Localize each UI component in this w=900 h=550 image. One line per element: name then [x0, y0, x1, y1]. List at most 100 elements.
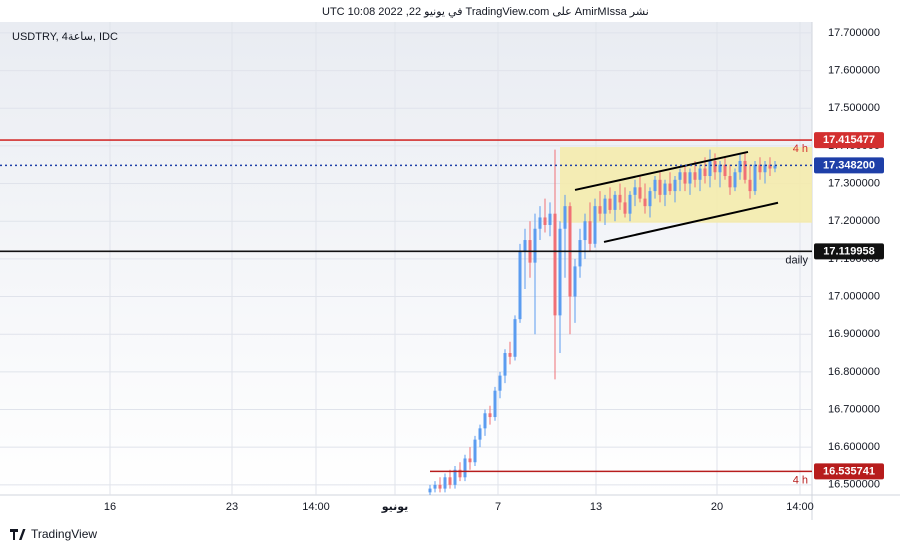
candle-body	[713, 160, 717, 173]
publish-header: نشر AmirMIssa على TradingView.com في يون…	[322, 6, 649, 18]
candle-body	[643, 198, 647, 207]
candle-body	[513, 319, 517, 357]
candle-body	[748, 179, 752, 192]
x-tick-label: 23	[226, 501, 238, 513]
y-tick-label: 17.300000	[828, 177, 880, 189]
candle-body	[708, 160, 712, 177]
candle-body	[628, 194, 632, 214]
y-tick-label: 16.800000	[828, 366, 880, 378]
candle-body	[428, 488, 432, 493]
candle-body	[723, 164, 727, 177]
candle-body	[558, 228, 562, 316]
candle-body	[663, 183, 667, 195]
candle-body	[453, 469, 457, 485]
candle-body	[763, 164, 767, 173]
candle-body	[653, 179, 657, 192]
candle-body	[578, 240, 582, 267]
price-label: 17.415477	[823, 134, 875, 146]
candle-body	[733, 172, 737, 188]
candle-body	[728, 176, 732, 188]
x-tick-label: 14:00	[786, 501, 814, 513]
candle-body	[693, 172, 697, 180]
y-tick-label: 17.600000	[828, 64, 880, 76]
candle-body	[573, 266, 577, 297]
candle-body	[488, 413, 492, 418]
candle-body	[688, 172, 692, 184]
candle-body	[433, 484, 437, 489]
y-tick-label: 16.600000	[828, 441, 880, 453]
price-label: 17.348200	[823, 159, 875, 171]
candle-body	[583, 221, 587, 241]
candle-body	[448, 477, 452, 485]
logo-text: TradingView	[31, 527, 97, 541]
candle-body	[683, 172, 687, 184]
candle-body	[473, 439, 477, 463]
candle-body	[533, 228, 537, 263]
candle-body	[623, 202, 627, 214]
trendline	[574, 150, 749, 191]
x-tick-label: 7	[495, 501, 501, 513]
y-tick-label: 17.500000	[828, 102, 880, 114]
level-note: 4 h	[793, 143, 808, 155]
logo: TradingView	[10, 527, 97, 541]
y-tick-label: 17.000000	[828, 290, 880, 302]
candle-body	[483, 413, 487, 429]
candle-body	[703, 168, 707, 177]
candle-body	[493, 390, 497, 418]
candle-body	[548, 213, 552, 225]
candle-body	[588, 221, 592, 244]
candle-body	[468, 458, 472, 463]
candle-body	[598, 206, 602, 214]
trendline	[603, 201, 779, 243]
y-tick-label: 17.200000	[828, 215, 880, 227]
candle-body	[758, 164, 762, 173]
price-label-box	[814, 463, 884, 480]
candle-body	[543, 217, 547, 225]
level-note: daily	[785, 254, 808, 266]
candle-body	[613, 194, 617, 210]
candle-body	[608, 198, 612, 210]
y-tick-label: 17.700000	[828, 27, 880, 39]
candle-body	[563, 206, 567, 229]
symbol-label: USDTRY, 4ساعة, IDC	[12, 31, 118, 43]
candle-body	[503, 353, 507, 376]
candle-body	[768, 164, 772, 169]
candle-body	[658, 179, 662, 195]
candle-body	[773, 165, 777, 169]
candle-body	[638, 187, 642, 199]
logo-icon	[10, 529, 26, 540]
candle-body	[438, 484, 442, 489]
candle-body	[463, 458, 467, 478]
y-tick-label: 16.500000	[828, 479, 880, 491]
candle-body	[538, 217, 542, 229]
candle-body	[478, 428, 482, 440]
x-tick-label: 20	[711, 501, 723, 513]
y-tick-label: 16.900000	[828, 328, 880, 340]
candle-body	[518, 251, 522, 320]
candle-body	[498, 375, 502, 391]
y-tick-label: 16.700000	[828, 403, 880, 415]
candle-body	[618, 194, 622, 203]
candle-body	[593, 206, 597, 244]
candle-body	[753, 164, 757, 192]
candle-body	[443, 477, 447, 489]
candle-body	[458, 469, 462, 478]
candle-body	[678, 172, 682, 180]
candle-body	[633, 187, 637, 195]
candle-body	[718, 164, 722, 173]
x-tick-label: يونيو	[381, 501, 409, 513]
candle-body	[508, 353, 512, 357]
level-note: 4 h	[793, 474, 808, 486]
candle-body	[553, 213, 557, 316]
candle-body	[673, 179, 677, 192]
x-tick-label: 16	[104, 501, 116, 513]
candle-body	[668, 183, 672, 192]
price-label-box	[814, 157, 884, 174]
candle-body	[743, 160, 747, 180]
candle-body	[603, 198, 607, 214]
x-tick-label: 14:00	[302, 501, 330, 513]
price-label-box	[814, 132, 884, 149]
candle-body	[523, 240, 527, 252]
price-label-box	[814, 243, 884, 260]
